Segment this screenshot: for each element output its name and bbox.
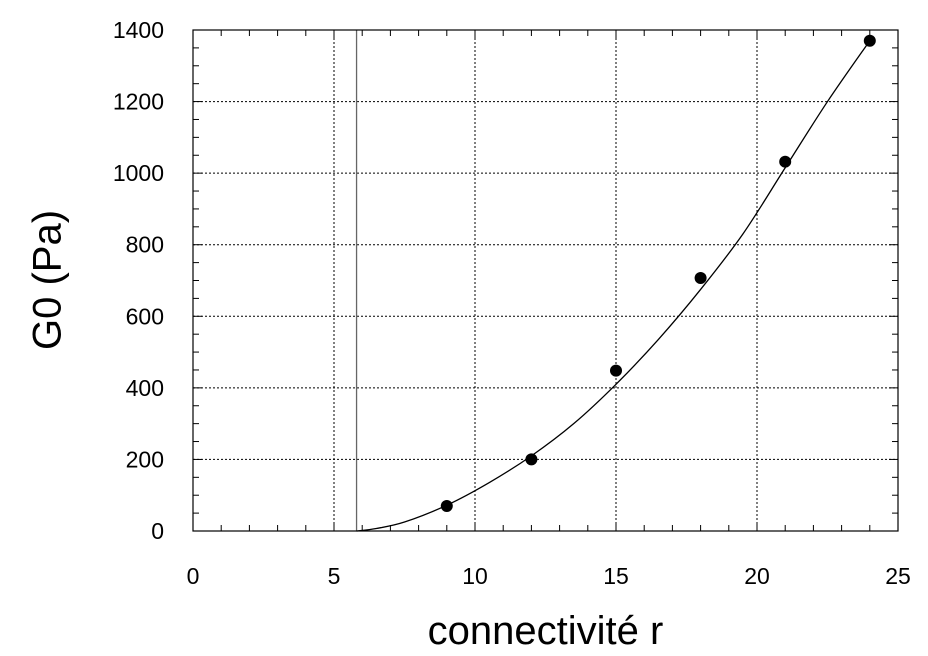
- data-point: [610, 364, 622, 377]
- x-tick-labels: 0 5 10 15 20 25: [187, 563, 911, 589]
- y-tick-label: 200: [126, 446, 164, 472]
- minor-ticks: [192, 29, 899, 532]
- y-tick-label: 800: [126, 232, 164, 258]
- x-axis-title: connectivité r: [428, 609, 664, 653]
- x-tick-label: 10: [462, 563, 488, 589]
- data-point: [440, 499, 453, 512]
- plot-frame: [192, 29, 899, 532]
- y-tick-label: 1400: [113, 17, 164, 43]
- y-tick-label: 1000: [113, 160, 164, 186]
- x-tick-label: 20: [744, 563, 770, 589]
- y-tick-label: 400: [126, 375, 164, 401]
- fit-curve-path: [356, 40, 871, 532]
- y-tick-label: 600: [126, 303, 164, 329]
- data-points: [440, 34, 876, 512]
- y-axis-title: G0 (Pa): [26, 210, 70, 350]
- y-tick-label: 1200: [113, 89, 164, 115]
- grid-lines: [193, 30, 898, 531]
- x-tick-label: 0: [187, 563, 200, 589]
- data-point: [779, 155, 792, 168]
- x-tick-label: 15: [603, 563, 629, 589]
- y-tick-label: 0: [151, 518, 164, 544]
- x-tick-label: 25: [885, 563, 911, 589]
- data-point: [863, 34, 876, 47]
- data-point: [694, 271, 707, 284]
- data-point: [525, 453, 538, 466]
- y-tick-labels: 0 200 400 600 800 1000 1200 1400: [113, 17, 164, 544]
- x-tick-label: 5: [328, 563, 341, 589]
- fit-curve: [356, 40, 871, 532]
